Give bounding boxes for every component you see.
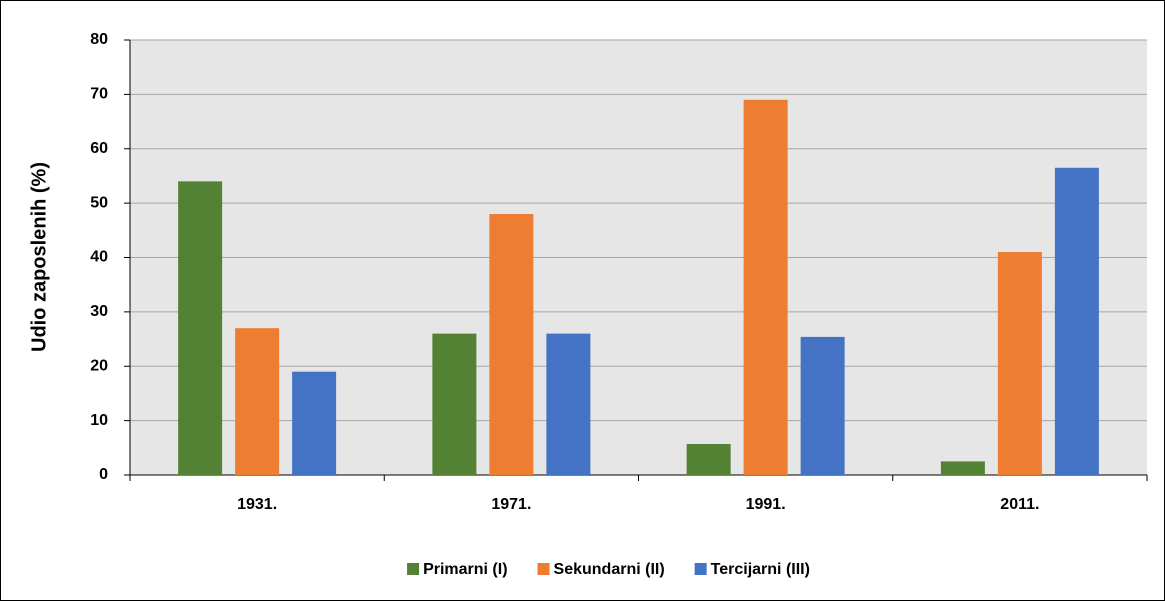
x-tick-label: 2011. [1000, 496, 1039, 513]
y-tick-label: 10 [90, 412, 108, 429]
y-tick-label: 40 [90, 249, 108, 266]
bar [940, 461, 985, 475]
y-tick-label: 60 [90, 140, 108, 157]
y-axis-title: Udio zaposlenih (%) [28, 162, 50, 352]
bar [997, 252, 1042, 475]
bar [178, 181, 223, 475]
bar [800, 336, 845, 475]
x-tick-label: 1971. [491, 496, 531, 513]
bar [235, 328, 280, 475]
bar [489, 214, 534, 475]
legend-swatch [694, 563, 707, 575]
legend-label: Primarni (I) [423, 561, 507, 578]
y-tick-label: 0 [99, 466, 108, 483]
bar [432, 333, 477, 475]
y-tick-label: 70 [90, 86, 108, 103]
legend-swatch [407, 563, 420, 575]
y-tick-label: 30 [90, 303, 108, 320]
legend-label: Tercijarni (III) [711, 561, 810, 578]
legend-swatch [537, 563, 550, 575]
bar [743, 99, 788, 475]
x-tick-label: 1931. [237, 496, 277, 513]
legend-label: Sekundarni (II) [554, 561, 665, 578]
bar [1054, 167, 1099, 475]
x-tick-label: 1991. [746, 496, 786, 513]
bar [686, 444, 731, 475]
y-tick-label: 50 [90, 194, 108, 211]
bar [292, 371, 337, 475]
y-tick-label: 80 [90, 31, 108, 48]
y-tick-label: 20 [90, 357, 108, 374]
bar [546, 333, 591, 475]
